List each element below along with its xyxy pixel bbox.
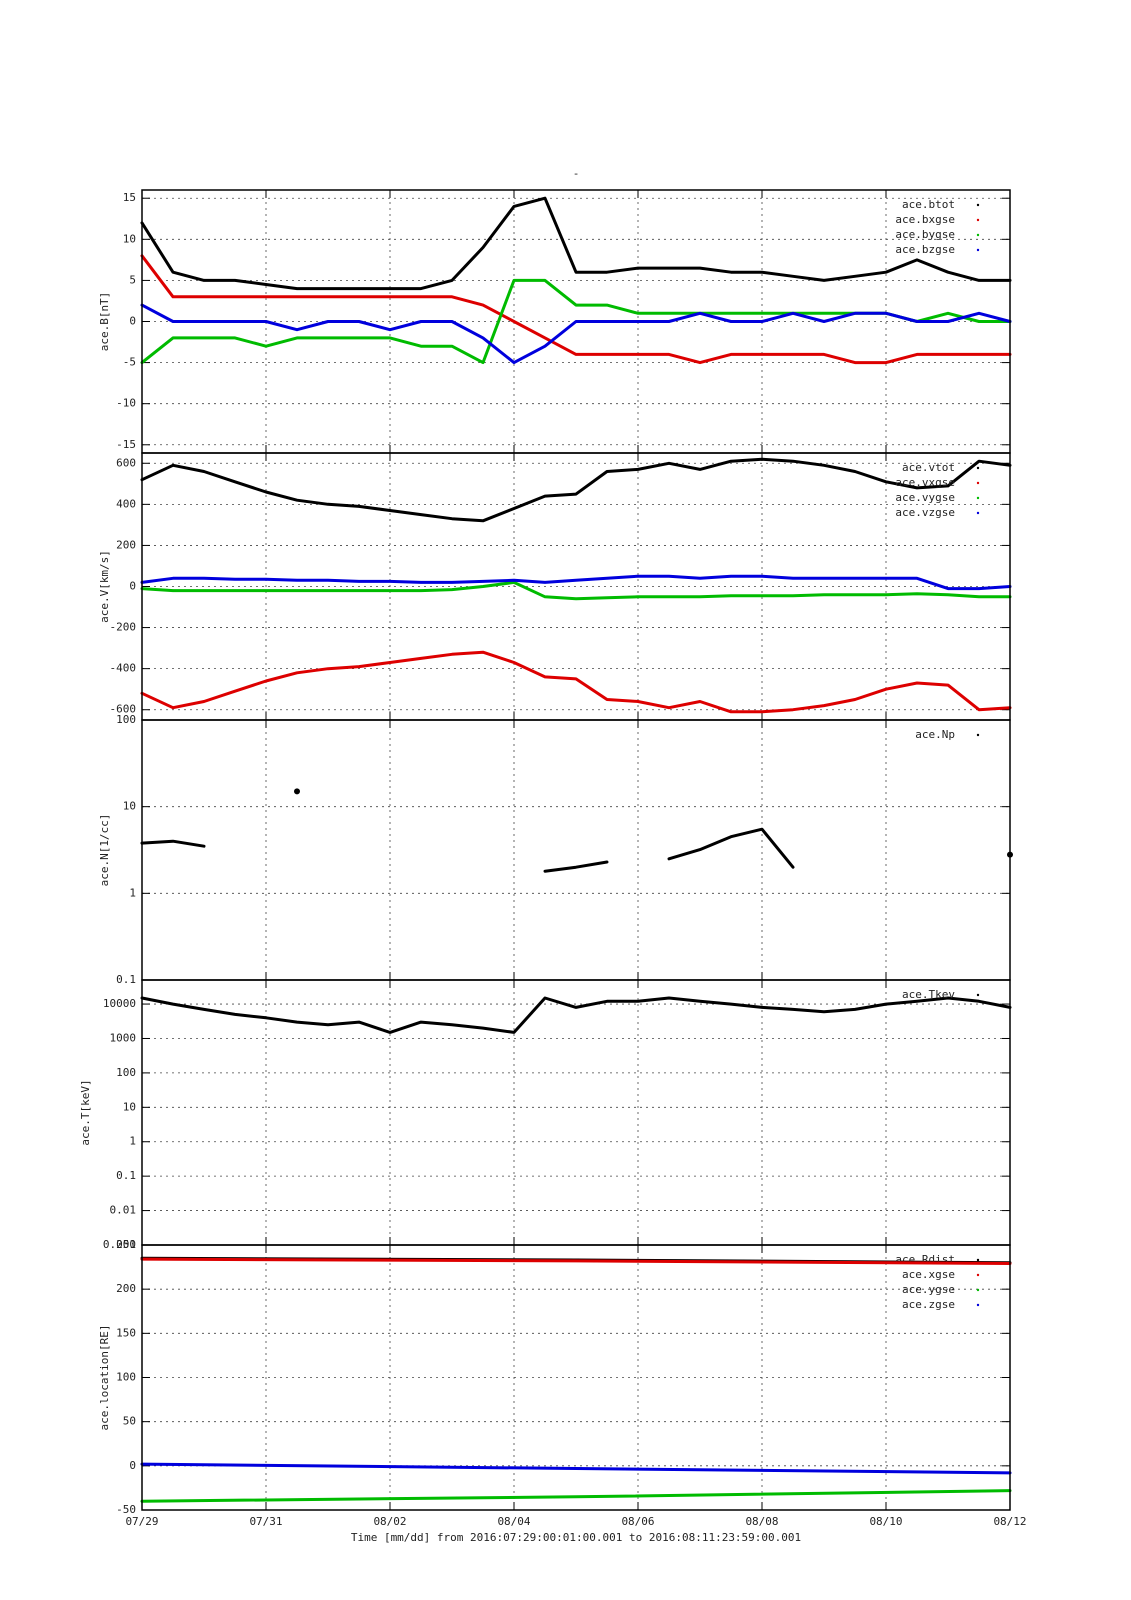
plot-frame: [141, 719, 1011, 981]
legend-marker: [976, 1288, 980, 1292]
y-tick-label: 0: [129, 1459, 136, 1472]
y-tick-label: -50: [116, 1503, 136, 1516]
series-point: [294, 788, 300, 795]
y-tick-label: 10000: [103, 997, 136, 1010]
y-tick-label: 0.01: [110, 1204, 137, 1217]
y-tick-label: 0: [129, 580, 136, 593]
y-tick-label: 10: [123, 1100, 136, 1113]
legend-marker: [976, 511, 980, 515]
legend-marker: [976, 218, 980, 222]
x-tick-label: 07/29: [125, 1515, 158, 1528]
legend-label: ace.zgse: [902, 1298, 955, 1311]
legend-marker: [976, 1303, 980, 1307]
y-tick-label: -200: [110, 621, 137, 634]
y-tick-label: 100: [116, 1371, 136, 1384]
y-axis-label: ace.T[keV]: [79, 1079, 92, 1145]
y-tick-label: 400: [116, 497, 136, 510]
x-tick-label: 08/06: [621, 1515, 654, 1528]
series-line: [140, 254, 1012, 365]
y-tick-label: -10: [116, 397, 136, 410]
y-tick-label: 150: [116, 1326, 136, 1339]
series-line: [140, 457, 1012, 523]
legend-marker: [976, 481, 980, 485]
legend-label: ace.bxgse: [895, 213, 955, 226]
x-axis-label: Time [mm/dd] from 2016:07:29:00:01:00.00…: [351, 1531, 801, 1544]
y-tick-label: -600: [110, 703, 137, 716]
series-line: [140, 650, 1012, 714]
legend-label: ace.bygse: [895, 228, 955, 241]
legend-label: ace.btot: [902, 198, 955, 211]
legend-label: ace.ygse: [902, 1283, 955, 1296]
legend-marker: [976, 233, 980, 237]
x-tick-label: 07/31: [249, 1515, 282, 1528]
legend-label: ace.xgse: [902, 1268, 955, 1281]
legend-marker: [976, 1273, 980, 1277]
series-line: [140, 196, 1012, 291]
y-axis-label: ace.N[1/cc]: [98, 814, 111, 887]
legend-label: ace.Tkev: [902, 988, 955, 1001]
legend-marker: [976, 496, 980, 500]
series-line: [140, 1489, 1012, 1503]
y-tick-label: 0: [129, 315, 136, 328]
legend-label: ace.bzgse: [895, 243, 955, 256]
chart-title: -: [573, 167, 580, 180]
legend-label: ace.vtot: [902, 461, 955, 474]
legend-marker: [976, 733, 980, 737]
x-tick-label: 08/12: [993, 1515, 1026, 1528]
y-tick-label: 15: [123, 191, 136, 204]
x-tick-label: 08/04: [497, 1515, 530, 1528]
y-tick-label: 1000: [110, 1031, 137, 1044]
y-tick-label: 100: [116, 1066, 136, 1079]
x-tick-label: 08/08: [745, 1515, 778, 1528]
y-tick-label: 1: [129, 1135, 136, 1148]
y-tick-label: 250: [116, 1238, 136, 1251]
y-tick-label: -15: [116, 438, 136, 451]
y-tick-label: 0.1: [116, 973, 136, 986]
y-axis-label: ace.V[km/s]: [98, 550, 111, 623]
series-line: [140, 1462, 1012, 1475]
legend-label: ace.vygse: [895, 491, 955, 504]
series-line: [142, 829, 1010, 871]
y-tick-label: -400: [110, 662, 137, 675]
y-tick-label: 600: [116, 456, 136, 469]
y-tick-label: 5: [129, 273, 136, 286]
y-axis-label: ace.location[RE]: [98, 1325, 111, 1431]
legend-marker: [976, 248, 980, 252]
legend-label: ace.vxgse: [895, 476, 955, 489]
y-tick-label: 10: [123, 800, 136, 813]
series-line: [140, 580, 1012, 601]
y-tick-label: 200: [116, 1282, 136, 1295]
x-tick-label: 08/10: [869, 1515, 902, 1528]
y-tick-label: 1: [129, 886, 136, 899]
series-line: [140, 574, 1012, 591]
series-line: [140, 303, 1012, 365]
y-axis-label: ace.B[nT]: [98, 292, 111, 352]
legend-marker: [976, 1258, 980, 1262]
legend-label: ace.Np: [915, 728, 955, 741]
legend-label: ace.vzgse: [895, 506, 955, 519]
x-tick-label: 08/02: [373, 1515, 406, 1528]
legend-marker: [976, 203, 980, 207]
y-tick-label: -5: [123, 356, 136, 369]
y-tick-label: 50: [123, 1415, 136, 1428]
legend-marker: [976, 466, 980, 470]
y-tick-label: 200: [116, 538, 136, 551]
y-tick-label: 0.001: [103, 1238, 136, 1251]
series-line: [140, 996, 1012, 1034]
y-tick-label: 0.1: [116, 1169, 136, 1182]
y-tick-label: 100: [116, 713, 136, 726]
y-tick-label: 10: [123, 232, 136, 245]
legend-marker: [976, 993, 980, 997]
series-line: [140, 1257, 1012, 1265]
plot-frame: [141, 1244, 1011, 1511]
